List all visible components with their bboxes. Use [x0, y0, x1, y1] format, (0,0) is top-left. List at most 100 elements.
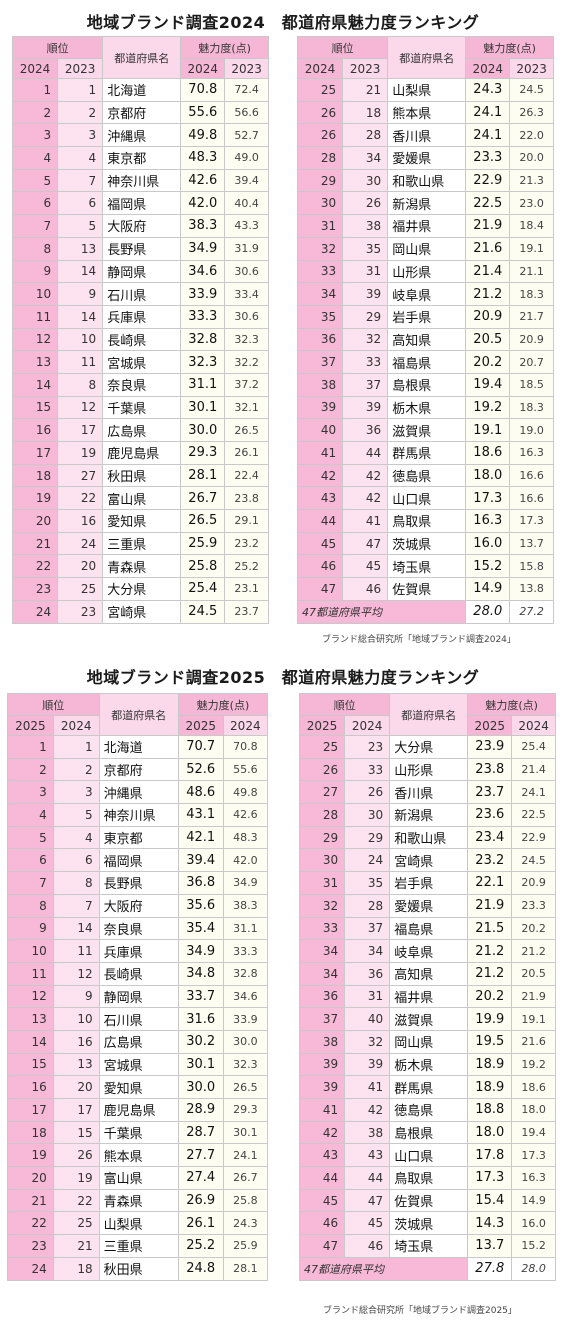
- table-row: 17 17 鹿児島県 28.9 29.3: [7, 1098, 269, 1122]
- table-row: 18 15 千葉県 28.7 30.1: [7, 1120, 269, 1145]
- prefecture-name: 長崎県: [98, 961, 179, 986]
- table-row: 32 28 愛媛県 21.9 23.3: [298, 893, 557, 918]
- score-current: 23.4: [467, 825, 513, 850]
- rank-previous: 44: [344, 1166, 391, 1190]
- score-current: 23.2: [467, 848, 513, 873]
- rank-current: 44: [296, 509, 344, 533]
- rank-current: 21: [7, 1188, 54, 1213]
- table-row: 14 8 奈良県 31.1 37.2: [11, 372, 270, 397]
- score-previous: 55.6: [222, 757, 269, 782]
- rank-current: 43: [298, 1143, 346, 1168]
- prefecture-name: 愛知県: [102, 509, 182, 533]
- rank-current: 23: [7, 1234, 54, 1258]
- rank-previous: 33: [342, 350, 389, 374]
- score-current: 21.9: [465, 214, 511, 238]
- rank-previous: 42: [344, 1098, 391, 1122]
- score-previous: 26.1: [224, 441, 270, 465]
- score-year-previous: 2023: [509, 58, 555, 79]
- score-previous: 30.1: [222, 1120, 269, 1145]
- score-current: 14.9: [465, 577, 511, 601]
- table-row: 16 17 広島県 30.0 26.5: [11, 418, 270, 442]
- rank-previous: 20: [52, 1075, 100, 1099]
- source-credit: ブランド総合研究所「地域ブランド調査2025」: [323, 1306, 517, 1316]
- table-row: 11 12 長崎県 34.8 32.8: [7, 961, 269, 986]
- score-previous: 72.4: [224, 78, 270, 102]
- prefecture-name: 高知県: [389, 961, 469, 986]
- table-row: 5 7 神奈川県 42.6 39.4: [11, 168, 270, 193]
- score-previous: 24.3: [222, 1211, 269, 1236]
- score-current: 13.7: [467, 1234, 513, 1258]
- rank-previous: 32: [342, 327, 389, 352]
- score-current: 43.1: [177, 803, 224, 827]
- rank-previous: 8: [52, 871, 100, 895]
- score-previous: 33.9: [222, 1007, 269, 1031]
- rank-year-previous: 2024: [52, 715, 100, 736]
- score-previous: 33.3: [222, 939, 269, 963]
- score-previous: 21.3: [509, 168, 555, 193]
- score-current: 30.0: [180, 418, 226, 442]
- prefecture-name: 東京都: [98, 825, 179, 850]
- rank-previous: 6: [52, 848, 100, 873]
- rank-previous: 4: [52, 825, 100, 850]
- rank-current: 39: [298, 1052, 346, 1077]
- score-current: 33.9: [180, 282, 226, 306]
- score-previous: 22.9: [511, 825, 557, 850]
- prefecture-name: 宮城県: [102, 350, 182, 374]
- score-previous: 19.2: [511, 1052, 557, 1077]
- prefecture-name: 徳島県: [387, 463, 467, 488]
- rank-previous: 40: [344, 1007, 391, 1031]
- rank-year-previous: 2023: [57, 58, 104, 79]
- prefecture-name: 鳥取県: [389, 1166, 469, 1190]
- score-current: 23.9: [467, 735, 513, 759]
- score-current: 33.7: [177, 984, 224, 1009]
- score-previous: 19.1: [509, 236, 555, 261]
- rank-current: 22: [7, 1211, 54, 1236]
- score-current: 28.9: [177, 1098, 224, 1122]
- rank-current: 9: [7, 916, 54, 941]
- survey-2024-section: 地域ブランド調査2024 都道府県魅力度ランキング 順位 都道府県名 魅力度(点) 2…: [0, 0, 566, 650]
- rank-current: 31: [298, 871, 346, 895]
- prefecture-name: 高知県: [387, 327, 467, 352]
- score-previous: 25.2: [224, 554, 270, 579]
- score-current: 23.6: [467, 803, 513, 827]
- table-row: 13 10 石川県 31.6 33.9: [7, 1007, 269, 1031]
- rank-previous: 18: [342, 100, 389, 125]
- rank-previous: 17: [57, 418, 104, 442]
- prefecture-name: 宮城県: [98, 1052, 179, 1077]
- rank-previous: 10: [57, 327, 104, 352]
- rank-previous: 5: [52, 803, 100, 827]
- score-current: 14.3: [467, 1211, 513, 1236]
- score-current: 70.7: [177, 735, 224, 759]
- score-previous: 25.9: [222, 1234, 269, 1258]
- score-current: 17.8: [467, 1143, 513, 1168]
- table-row: 4 4 東京都 48.3 49.0: [11, 146, 270, 170]
- prefecture-name: 愛知県: [98, 1075, 179, 1099]
- prefecture-name: 静岡県: [98, 984, 179, 1009]
- rank-previous: 5: [57, 214, 104, 238]
- rank-previous: 42: [342, 486, 389, 511]
- prefecture-name: 石川県: [102, 282, 182, 306]
- score-previous: 49.8: [222, 780, 269, 805]
- prefecture-name: 栃木県: [389, 1052, 469, 1077]
- score-current: 21.2: [467, 961, 513, 986]
- rank-previous: 41: [342, 509, 389, 533]
- table-row: 7 8 長野県 36.8 34.9: [7, 871, 269, 895]
- source-credit: ブランド総合研究所「地域ブランド調査2024」: [322, 635, 516, 645]
- rank-current: 7: [7, 871, 54, 895]
- score-current: 19.4: [465, 372, 511, 397]
- score-previous: 22.4: [224, 463, 270, 488]
- rank-previous: 32: [344, 1029, 391, 1054]
- table-row: 19 26 熊本県 27.7 24.1: [7, 1143, 269, 1168]
- score-previous: 18.6: [511, 1075, 557, 1099]
- rank-current: 10: [7, 939, 54, 963]
- rank-current: 27: [298, 780, 346, 805]
- rank-year-previous: 2023: [342, 58, 389, 79]
- score-current: 16.0: [465, 531, 511, 556]
- prefecture-name: 愛媛県: [389, 893, 469, 918]
- score-previous: 34.6: [222, 984, 269, 1009]
- rank-previous: 33: [344, 757, 391, 782]
- score-previous: 37.2: [224, 372, 270, 397]
- table-row: 3 3 沖縄県 48.6 49.8: [7, 780, 269, 805]
- score-current: 42.0: [180, 191, 226, 216]
- average-score-current: 28.0: [465, 599, 511, 624]
